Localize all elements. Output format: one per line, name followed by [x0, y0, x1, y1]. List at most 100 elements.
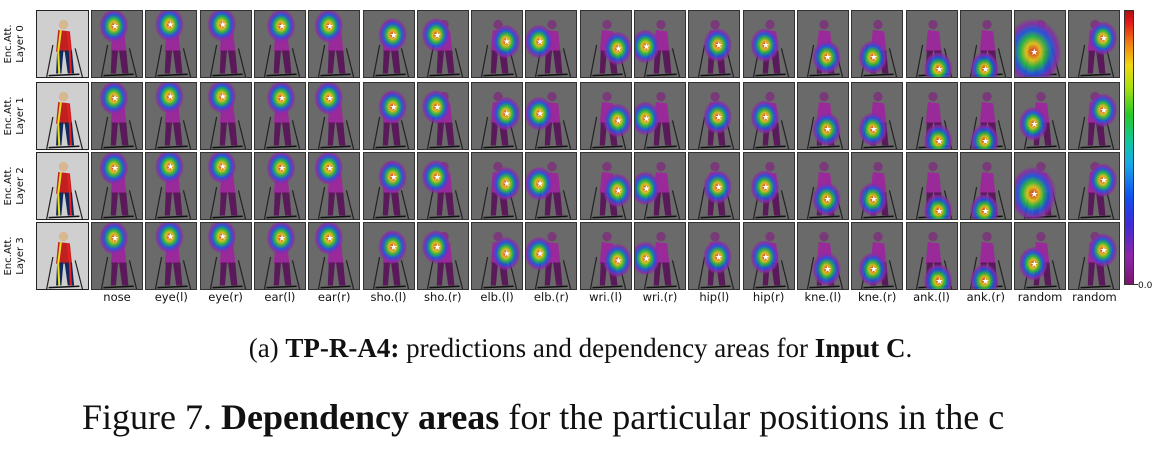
svg-text:★: ★	[111, 234, 119, 244]
svg-text:★: ★	[389, 243, 397, 253]
svg-text:★: ★	[823, 265, 831, 275]
svg-text:★: ★	[536, 250, 544, 260]
row-label-line2: Layer 2	[15, 167, 26, 205]
attention-map: ★	[959, 10, 1012, 78]
figure-caption-bold: Dependency areas	[221, 397, 500, 437]
svg-text:★: ★	[642, 254, 650, 264]
svg-text:★: ★	[715, 41, 723, 51]
attention-map: ★	[1014, 222, 1067, 290]
svg-text:★: ★	[503, 180, 511, 190]
svg-text:★: ★	[935, 137, 943, 147]
attention-map: ★	[308, 82, 361, 150]
colorbar-min-label: 0.0	[1138, 281, 1153, 291]
svg-text:★: ★	[642, 42, 650, 52]
row-label: Enc.Att. Layer 2	[3, 156, 29, 216]
svg-text:★: ★	[167, 93, 175, 103]
svg-text:★: ★	[715, 253, 723, 263]
svg-text:★: ★	[1100, 246, 1108, 256]
svg-text:★: ★	[1030, 190, 1038, 200]
svg-text:★: ★	[1030, 48, 1038, 58]
attention-map: ★	[416, 10, 469, 78]
svg-text:★: ★	[761, 113, 769, 123]
attention-map: ★	[1014, 152, 1067, 220]
attention-map: ★	[471, 82, 524, 150]
attention-map: ★	[742, 152, 795, 220]
svg-text:★: ★	[1100, 176, 1108, 186]
column-label: eye(l)	[154, 290, 188, 304]
svg-text:★: ★	[536, 180, 544, 190]
svg-text:★: ★	[536, 38, 544, 48]
attention-map: ★	[362, 82, 415, 150]
svg-text:★: ★	[981, 277, 989, 287]
attention-map: ★	[416, 222, 469, 290]
svg-text:★: ★	[218, 21, 226, 31]
column-label: kne.(l)	[804, 290, 842, 304]
svg-text:★: ★	[823, 125, 831, 135]
attention-map: ★	[253, 152, 306, 220]
svg-text:★: ★	[433, 31, 441, 41]
attention-map: ★	[1068, 82, 1121, 150]
attention-map: ★	[688, 222, 741, 290]
input-image	[36, 222, 89, 290]
attention-map: ★	[471, 152, 524, 220]
column-label: random	[1072, 290, 1117, 304]
attention-map: ★	[688, 82, 741, 150]
attention-map: ★	[1014, 10, 1067, 78]
svg-text:★: ★	[111, 164, 119, 174]
svg-text:★: ★	[503, 110, 511, 120]
attention-map: ★	[253, 222, 306, 290]
row-label: Enc.Att. Layer 0	[3, 14, 29, 74]
svg-text:★: ★	[935, 65, 943, 75]
attention-map: ★	[634, 152, 686, 220]
svg-text:★: ★	[870, 53, 878, 63]
attention-map: ★	[199, 222, 252, 290]
attention-map: ★	[688, 10, 741, 78]
attention-map: ★	[525, 10, 578, 78]
svg-text:★: ★	[642, 114, 650, 124]
attention-map: ★	[362, 222, 415, 290]
attention-map: ★	[579, 82, 632, 150]
attention-map: ★	[742, 82, 795, 150]
subfigure-prefix: (a)	[248, 333, 279, 363]
svg-text:★: ★	[614, 186, 622, 196]
attention-map: ★	[199, 10, 252, 78]
row-label-line1: Enc.Att.	[3, 24, 14, 64]
row-label-line2: Layer 0	[15, 25, 26, 63]
svg-text:★: ★	[278, 22, 286, 32]
caption-middle: predictions and dependency areas for	[406, 333, 808, 363]
svg-text:★: ★	[433, 173, 441, 183]
column-label: kne.(r)	[857, 290, 897, 304]
svg-text:★: ★	[433, 243, 441, 253]
svg-text:★: ★	[761, 183, 769, 193]
column-label: ank.(r)	[966, 290, 1005, 304]
attention-map: ★	[959, 82, 1012, 150]
attention-map: ★	[796, 152, 849, 220]
attention-map: ★	[851, 10, 904, 78]
svg-text:★: ★	[278, 234, 286, 244]
attention-map: ★	[253, 10, 306, 78]
svg-text:★: ★	[870, 125, 878, 135]
attention-map: ★	[634, 82, 686, 150]
attention-map: ★	[742, 10, 795, 78]
attention-map: ★	[362, 10, 415, 78]
svg-text:★: ★	[642, 184, 650, 194]
attention-map: ★	[471, 10, 524, 78]
attention-map: ★	[416, 82, 469, 150]
column-label: ear(r)	[317, 290, 351, 304]
column-label: ear(l)	[264, 290, 296, 304]
svg-text:★: ★	[614, 256, 622, 266]
attention-map: ★	[362, 152, 415, 220]
attention-map: ★	[634, 10, 686, 78]
attention-map: ★	[308, 10, 361, 78]
attention-map: ★	[199, 152, 252, 220]
svg-text:★: ★	[981, 137, 989, 147]
svg-text:★: ★	[389, 103, 397, 113]
svg-text:★: ★	[167, 233, 175, 243]
column-label: random	[1017, 290, 1063, 304]
attention-map: ★	[145, 10, 198, 78]
svg-text:★: ★	[218, 93, 226, 103]
svg-text:★: ★	[503, 250, 511, 260]
attention-map: ★	[742, 222, 795, 290]
svg-text:★: ★	[935, 277, 943, 287]
column-label: eye(r)	[208, 290, 243, 304]
